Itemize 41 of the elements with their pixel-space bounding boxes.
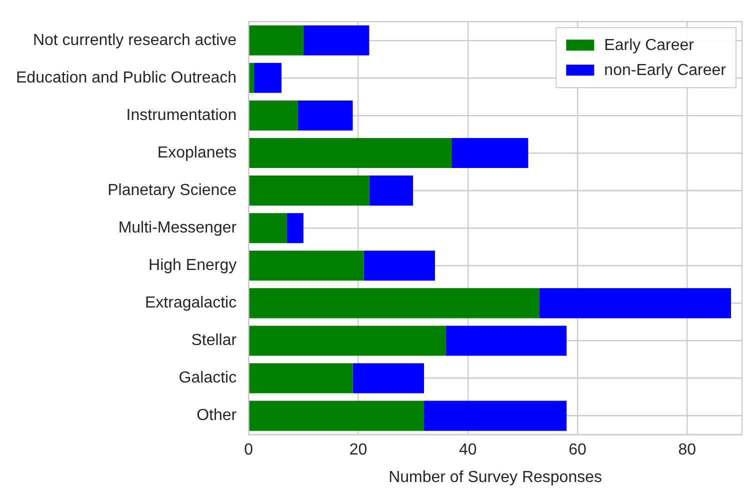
y-tick-label: Multi-Messenger [118, 220, 238, 237]
legend-label: Early Career [604, 37, 695, 54]
bar [539, 288, 732, 318]
bar [446, 326, 567, 356]
y-tick-label: High Energy [148, 257, 237, 274]
bar [249, 25, 304, 56]
x-tick-label: 60 [568, 442, 587, 459]
y-tick-label: Not currently research active [32, 32, 237, 49]
x-axis-title: Number of Survey Responses [388, 468, 602, 486]
y-tick-label: Galactic [178, 370, 237, 387]
bar [303, 25, 370, 56]
bar [364, 250, 435, 281]
y-tick-label: Stellar [191, 332, 238, 350]
bar [249, 250, 364, 281]
bar [249, 62, 254, 93]
bar [249, 400, 424, 431]
y-tick-label: Extragalactic [144, 294, 237, 312]
x-tick-label: 40 [458, 442, 477, 459]
y-tick-label: Planetary Science [108, 182, 237, 199]
bar [249, 363, 353, 394]
bar [249, 100, 298, 130]
bar [298, 100, 353, 130]
bar [286, 213, 304, 244]
y-tick-label: Other [196, 407, 238, 424]
bar [451, 138, 528, 168]
bar [249, 326, 446, 356]
bar [249, 138, 452, 168]
bar [352, 363, 424, 394]
legend-label: non-Early Career [604, 62, 727, 80]
x-tick-label: 0 [244, 442, 254, 459]
y-tick-label: Instrumentation [126, 106, 237, 124]
bar [249, 213, 287, 244]
bar [369, 176, 414, 206]
bar [249, 288, 540, 318]
y-tick-label: Exoplanets [157, 144, 237, 162]
bar [254, 62, 282, 93]
x-tick-label: 20 [349, 442, 368, 459]
x-tick-label: 80 [678, 442, 696, 459]
y-tick-label: Education and Public Outreach [16, 69, 237, 86]
bar [424, 400, 567, 431]
bar [249, 176, 370, 206]
